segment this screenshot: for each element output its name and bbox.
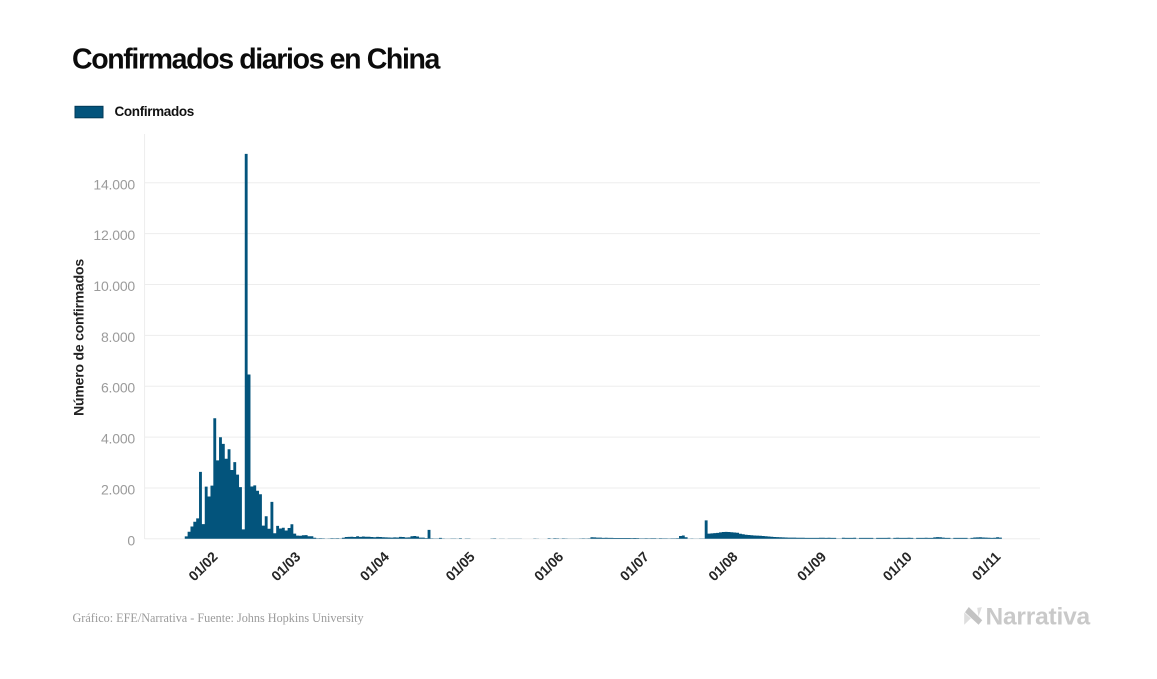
svg-text:4.000: 4.000 <box>101 431 135 447</box>
svg-text:01/08: 01/08 <box>705 548 741 584</box>
svg-text:6.000: 6.000 <box>101 380 135 396</box>
svg-text:01/10: 01/10 <box>879 548 915 584</box>
svg-text:01/02: 01/02 <box>185 548 221 584</box>
svg-text:Número de confirmados: Número de confirmados <box>71 259 87 416</box>
svg-text:01/05: 01/05 <box>442 548 478 584</box>
svg-text:01/11: 01/11 <box>969 548 1004 583</box>
svg-text:01/09: 01/09 <box>794 548 830 584</box>
svg-text:Narrativa: Narrativa <box>986 604 1091 631</box>
svg-text:0: 0 <box>127 532 135 548</box>
svg-text:10.000: 10.000 <box>93 278 135 294</box>
svg-text:8.000: 8.000 <box>101 329 135 345</box>
svg-text:Gráfico: EFE/Narrativa - Fuent: Gráfico: EFE/Narrativa - Fuente: Johns H… <box>73 611 365 625</box>
svg-text:01/06: 01/06 <box>531 548 567 584</box>
svg-text:01/04: 01/04 <box>357 548 393 584</box>
svg-text:2.000: 2.000 <box>101 481 135 497</box>
svg-text:01/03: 01/03 <box>268 548 304 584</box>
svg-text:Confirmados: Confirmados <box>115 104 194 119</box>
svg-text:14.000: 14.000 <box>93 176 135 192</box>
svg-text:01/07: 01/07 <box>617 548 653 584</box>
svg-text:12.000: 12.000 <box>93 227 135 243</box>
svg-text:Confirmados diarios en China: Confirmados diarios en China <box>72 44 442 76</box>
